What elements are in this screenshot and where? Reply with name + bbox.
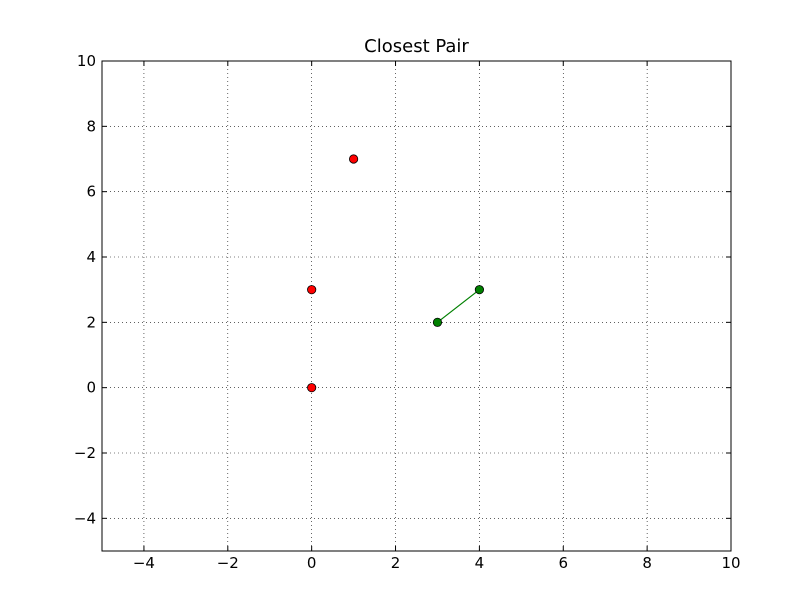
data-point xyxy=(307,285,317,295)
y-tick-label: 4 xyxy=(86,248,96,266)
y-tick-label: −2 xyxy=(74,444,96,462)
y-tick-label: −4 xyxy=(74,509,96,527)
y-tick-label: 8 xyxy=(86,117,96,135)
closest-pair-point xyxy=(432,317,443,327)
y-tick-label: 10 xyxy=(77,52,96,70)
y-tick-label: 0 xyxy=(86,379,96,397)
x-tick-label: 4 xyxy=(475,554,485,572)
chart-title: Closest Pair xyxy=(364,36,469,57)
tick-layer: −4 −2 0 2 4 6 8 10 −4 −2 0 2 4 6 8 10 xyxy=(74,52,741,572)
x-tick-label: −4 xyxy=(133,554,155,572)
x-tick-label: 6 xyxy=(558,554,568,572)
closest-pair-point xyxy=(474,285,484,295)
data-point xyxy=(307,383,317,393)
x-tick-label: 2 xyxy=(391,554,401,572)
x-tick-label: 8 xyxy=(642,554,652,572)
x-tick-label: 10 xyxy=(721,554,740,572)
closest-pair-line xyxy=(437,289,480,323)
series-layer xyxy=(307,154,484,393)
grid-layer xyxy=(102,60,732,551)
y-tick-label: 6 xyxy=(86,183,96,201)
axes-frame xyxy=(101,60,732,552)
data-point xyxy=(348,154,359,164)
y-tick-label: 2 xyxy=(86,313,96,331)
x-tick-label: −2 xyxy=(217,554,239,572)
x-tick-label: 0 xyxy=(307,554,317,572)
